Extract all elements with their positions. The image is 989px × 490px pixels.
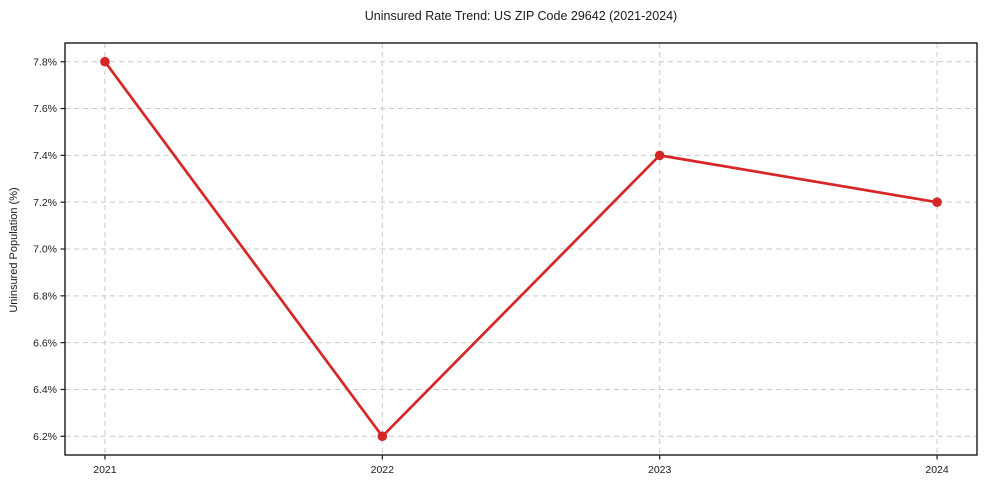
data-point — [377, 431, 388, 442]
y-tick-label: 7.8% — [33, 56, 57, 68]
chart-title: Uninsured Rate Trend: US ZIP Code 29642 … — [364, 9, 678, 23]
data-point — [932, 197, 942, 207]
y-tick-label: 6.6% — [33, 337, 57, 349]
y-tick-label: 7.2% — [33, 197, 57, 209]
y-tick-label: 6.4% — [33, 384, 57, 396]
data-point — [654, 150, 665, 161]
x-tick-label: 2024 — [925, 464, 949, 476]
y-tick-label: 7.6% — [33, 103, 57, 115]
x-tick-label: 2023 — [648, 464, 672, 476]
y-tick-label: 6.8% — [33, 291, 57, 303]
y-tick-label: 6.2% — [33, 431, 57, 443]
x-tick-label: 2021 — [93, 464, 117, 476]
data-point — [100, 56, 110, 67]
x-tick-label: 2022 — [371, 464, 395, 476]
y-tick-label: 7.4% — [33, 150, 57, 162]
plot-border — [64, 42, 978, 456]
y-tick-label: 7.0% — [33, 244, 57, 256]
data-line — [103, 60, 939, 438]
